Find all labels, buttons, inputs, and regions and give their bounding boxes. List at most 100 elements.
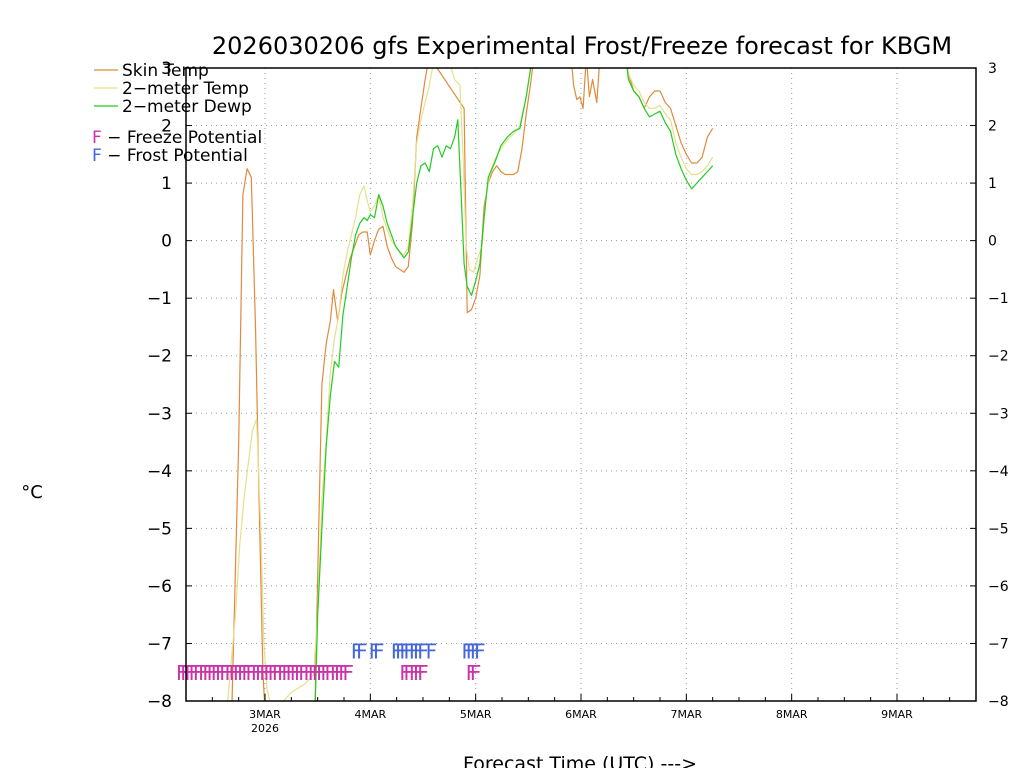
- freeze-flag: F: [334, 661, 346, 685]
- freeze-flag: F: [466, 661, 478, 685]
- freeze-flag: F: [303, 661, 315, 685]
- frost-flag: F: [356, 639, 368, 663]
- frost-flag: F: [461, 639, 473, 663]
- freeze-flag: F: [342, 661, 354, 685]
- freeze-flag: F: [470, 661, 482, 685]
- y-tick-label: −6: [147, 577, 172, 597]
- freeze-flag: F: [316, 661, 328, 685]
- y-tick-label-right: 2: [988, 119, 997, 135]
- freeze-flag: F: [286, 661, 298, 685]
- freeze-flag: F: [219, 661, 231, 685]
- legend-label: 2−meter Temp: [122, 79, 249, 99]
- freeze-flag: F: [229, 661, 241, 685]
- y-tick-label-right: −2: [988, 349, 1009, 365]
- frost-flag: F: [404, 639, 416, 663]
- freeze-flag: F: [184, 661, 196, 685]
- legend-potential-letter: F: [92, 146, 102, 166]
- legend-potential-letter: F: [92, 128, 102, 148]
- y-tick-label: −4: [147, 462, 172, 482]
- x-tick-label: 3MAR: [249, 708, 281, 721]
- x-tick-sublabel: 2026: [251, 722, 279, 735]
- x-tick-label: 8MAR: [776, 708, 808, 721]
- y-tick-label: 1: [161, 174, 172, 194]
- y-tick-label: −5: [147, 519, 172, 539]
- freeze-flag: F: [251, 661, 263, 685]
- freeze-flag: F: [294, 661, 306, 685]
- frost-flag: F: [470, 639, 482, 663]
- freeze-flag: F: [404, 661, 416, 685]
- y-tick-label: 0: [161, 232, 172, 252]
- freeze-flag: F: [259, 661, 271, 685]
- y-tick-label-right: 3: [988, 61, 997, 77]
- freeze-flag: F: [237, 661, 249, 685]
- y-tick-label-right: −6: [988, 579, 1009, 595]
- y-axis-label: °C: [21, 482, 43, 503]
- freeze-flag: F: [281, 661, 293, 685]
- y-tick-label-right: −1: [988, 291, 1009, 307]
- legend-potential-label: − Freeze Potential: [102, 128, 262, 148]
- freeze-flag: F: [241, 661, 253, 685]
- freeze-flag: F: [193, 661, 205, 685]
- x-tick-label: 7MAR: [670, 708, 702, 721]
- freeze-flag: F: [176, 661, 188, 685]
- y-axis-left: −8 −7 −6 −5 −4 −3 −2 −1 0 1 2 3: [147, 59, 192, 712]
- freeze-flag: F: [207, 661, 219, 685]
- y-tick-label: 2: [161, 117, 172, 137]
- frost-flag: F: [426, 639, 438, 663]
- y-tick-label: −2: [147, 347, 172, 367]
- legend-label: 2−meter Dewp: [122, 97, 252, 117]
- freeze-flag: F: [330, 661, 342, 685]
- x-tick-label: 5MAR: [460, 708, 492, 721]
- x-tick-label: 9MAR: [881, 708, 913, 721]
- legend-potential-label: − Frost Potential: [102, 146, 248, 166]
- freeze-flag: F: [255, 661, 267, 685]
- frost-flag: F: [474, 639, 486, 663]
- plot-frame: [185, 67, 977, 702]
- freeze-flag: F: [198, 661, 210, 685]
- legend-potential-entry: F − Frost Potential: [92, 146, 248, 166]
- y-tick-label: 3: [161, 59, 172, 79]
- freeze-flag: F: [202, 661, 214, 685]
- freeze-flag: F: [189, 661, 201, 685]
- freeze-flag: F: [290, 661, 302, 685]
- freeze-flag: F: [272, 661, 284, 685]
- frost-flag: F: [395, 639, 407, 663]
- legend-label: Skin Temp: [122, 61, 209, 81]
- freeze-flag: F: [308, 661, 320, 685]
- freeze-flag: F: [298, 661, 310, 685]
- series-lines: [227, 68, 714, 701]
- y-tick-label-right: −5: [988, 521, 1009, 537]
- freeze-flag: F: [211, 661, 223, 685]
- frost-flag: F: [373, 639, 385, 663]
- y-tick-label: −7: [147, 634, 172, 654]
- frost-flag: F: [351, 639, 363, 663]
- legend-potential-entry: F − Freeze Potential: [92, 128, 262, 148]
- freeze-flag: F: [338, 661, 350, 685]
- y-tick-label-right: −8: [988, 694, 1009, 710]
- freeze-flag: F: [224, 661, 236, 685]
- y-tick-label-right: 0: [988, 234, 997, 250]
- y-tick-label-right: −4: [988, 464, 1009, 480]
- freeze-flag: F: [215, 661, 227, 685]
- frost-flag: F: [391, 639, 403, 663]
- x-axis-label: Forecast Time (UTC) --->: [463, 753, 697, 768]
- y-axis-right: −8 −7 −6 −5 −4 −3 −2 −1 0 1 2 3: [970, 61, 1009, 710]
- frost-flag: F: [369, 639, 381, 663]
- series-line-2-meter-dewp: [314, 68, 714, 701]
- freeze-flag: F: [312, 661, 324, 685]
- freeze-flag: F: [246, 661, 258, 685]
- freeze-flag: F: [413, 661, 425, 685]
- freeze-flag: F: [399, 661, 411, 685]
- frost-flag: F: [409, 639, 421, 663]
- freeze-flag: F: [320, 661, 332, 685]
- y-tick-label-right: −7: [988, 636, 1009, 652]
- freeze-flag: F: [409, 661, 421, 685]
- y-tick-label: −8: [147, 692, 172, 712]
- freeze-flag: F: [268, 661, 280, 685]
- freeze-flag: F: [277, 661, 289, 685]
- freeze-flag: F: [417, 661, 429, 685]
- x-tick-label: 6MAR: [565, 708, 597, 721]
